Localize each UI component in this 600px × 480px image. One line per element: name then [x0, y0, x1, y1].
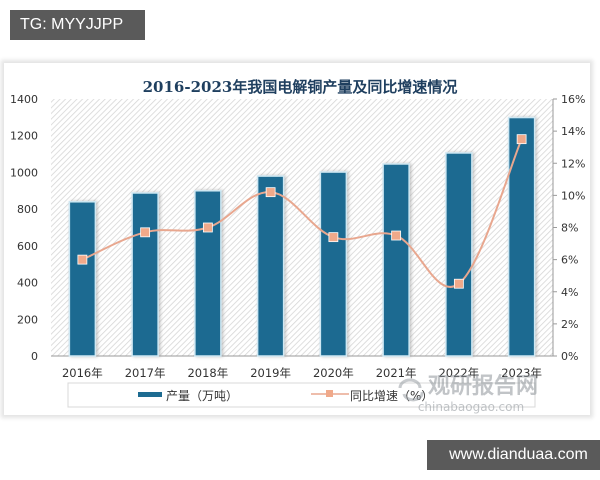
- line-marker: [453, 278, 464, 289]
- watermark-logo-icon: [398, 378, 424, 402]
- bar: [68, 201, 97, 357]
- x-axis-tick-label: 2019年: [250, 366, 291, 380]
- legend-bar-swatch: [138, 392, 162, 397]
- bar: [194, 190, 222, 357]
- x-axis-tick-label: 2016年: [62, 366, 103, 380]
- bottom-watermark-tag: www.dianduaa.com: [427, 440, 600, 470]
- top-watermark-tag: TG: MYYJJPP: [10, 10, 145, 40]
- left-axis-tick-label: 1400: [10, 93, 38, 106]
- bar: [507, 116, 536, 357]
- line-marker: [265, 187, 276, 198]
- left-axis-tick-label: 200: [17, 313, 38, 326]
- chinabaogao-watermark: 观研报告网 chinabaogao.com: [398, 374, 538, 414]
- line-marker: [328, 232, 339, 243]
- left-axis-tick-label: 1000: [10, 166, 38, 179]
- x-axis-tick-label: 2020年: [313, 366, 354, 380]
- line-series: [77, 134, 527, 289]
- right-axis-tick-label: 4%: [561, 286, 578, 299]
- right-axis-tick-label: 0%: [561, 350, 578, 363]
- right-axis-tick-label: 2%: [561, 318, 578, 331]
- line-marker: [516, 134, 527, 145]
- right-axis-tick-label: 14%: [561, 125, 585, 138]
- legend-bar-label: 产量（万吨）: [166, 389, 238, 403]
- line-marker: [77, 254, 88, 265]
- bar: [319, 171, 348, 357]
- bar: [445, 152, 473, 357]
- x-axis-tick-label: 2021年: [376, 366, 417, 380]
- right-axis-tick-label: 12%: [561, 157, 585, 170]
- legend-line-marker: [326, 390, 333, 397]
- x-axis-tick-label: 2023年: [501, 366, 542, 380]
- right-axis-tick-label: 10%: [561, 189, 585, 202]
- x-axis-labels: 2016年 2017年 2018年 2019年 2020年 2021年 2022年 2023年: [62, 366, 542, 380]
- watermark-cn: 观研报告网: [428, 374, 538, 399]
- watermark-url: chinabaogao.com: [418, 400, 524, 414]
- chart-title: 2016-2023年我国电解铜产量及同比增速情况: [143, 78, 458, 96]
- right-axis: 0% 2% 4% 6% 8% 10% 12% 14% 16%: [552, 93, 585, 363]
- plot-area: [51, 99, 553, 356]
- right-axis-tick-label: 16%: [561, 93, 585, 106]
- line-marker: [391, 230, 402, 241]
- line-marker: [202, 222, 213, 233]
- left-axis-tick-label: 0: [31, 350, 38, 363]
- right-axis-tick-label: 6%: [561, 254, 578, 267]
- left-axis-tick-label: 1200: [10, 130, 38, 143]
- x-axis-tick-label: 2022年: [438, 366, 479, 380]
- left-axis-tick-label: 400: [17, 277, 38, 290]
- left-axis: 0 200 400 600 800 1000 1200 1400: [10, 93, 38, 363]
- bar-series: [68, 116, 536, 357]
- right-axis-tick-label: 8%: [561, 222, 578, 235]
- x-axis-tick-label: 2017年: [125, 366, 166, 380]
- line-marker: [140, 227, 151, 238]
- bar: [256, 175, 285, 357]
- bar: [382, 163, 410, 357]
- left-axis-tick-label: 800: [17, 203, 38, 216]
- bar: [131, 192, 159, 357]
- left-axis-tick-label: 600: [17, 240, 38, 253]
- x-axis-tick-label: 2018年: [187, 366, 228, 380]
- legend-box: [67, 382, 536, 408]
